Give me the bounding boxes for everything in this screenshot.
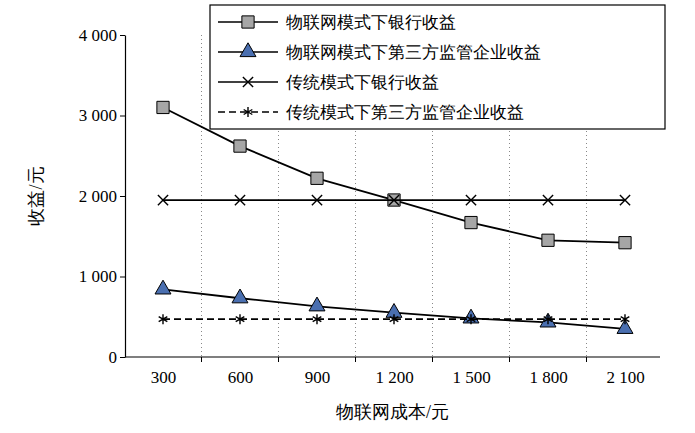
y-tick-label: 2 000 (79, 187, 117, 206)
y-tick-label: 4 000 (79, 26, 117, 45)
chart: 0 1 000 2 000 3 000 4 000 300 600 900 1 200 1 500… (0, 0, 695, 433)
y-tick-label: 1 000 (79, 267, 117, 286)
x-tick: 600 (228, 357, 254, 387)
series-marker (155, 280, 171, 294)
x-axis-line (125, 356, 660, 357)
x-tick: 900 (305, 357, 331, 387)
series-marker (621, 314, 630, 324)
series-marker (465, 216, 477, 228)
series-marker (620, 195, 630, 205)
series-marker (309, 297, 325, 311)
x-tick-label: 300 (151, 368, 177, 387)
legend-label: 物联网模式下银行收益 (286, 13, 456, 32)
x-boundary-tick (201, 357, 202, 362)
y-tick: 2 000 (79, 187, 125, 206)
legend-marker (244, 107, 253, 117)
series-marker (390, 314, 399, 324)
legend-marker (242, 16, 254, 28)
y-tick-mark (120, 357, 125, 358)
y-tick: 3 000 (79, 106, 125, 125)
legend-marker (243, 77, 253, 87)
series-marker (540, 313, 556, 327)
legend-label: 传统模式下第三方监管企业收益 (286, 103, 524, 122)
y-tick-mark (120, 277, 125, 278)
y-tick: 0 (109, 348, 126, 367)
series-marker (313, 314, 322, 324)
series-marker (311, 172, 323, 184)
legend-box (210, 5, 665, 129)
y-axis-line (125, 36, 126, 358)
plot-area (155, 101, 633, 333)
x-axis: 300 600 900 1 200 1 500 1 800 2 100 (125, 357, 660, 387)
y-tick: 1 000 (79, 267, 125, 286)
x-tick-label: 1 200 (375, 368, 413, 387)
series-marker (159, 314, 168, 324)
legend: 物联网模式下银行收益物联网模式下第三方监管企业收益传统模式下银行收益传统模式下第… (210, 5, 665, 129)
x-boundary-tick (432, 357, 433, 362)
x-tick-label: 600 (228, 368, 254, 387)
series-marker (312, 195, 322, 205)
series-line (163, 289, 625, 328)
series-marker (542, 234, 554, 246)
series-marker (543, 195, 553, 205)
series-marker (544, 314, 553, 324)
x-tick: 1 500 (452, 357, 490, 387)
x-boundary-tick (355, 357, 356, 362)
series-marker (466, 195, 476, 205)
y-tick-mark (120, 196, 125, 197)
y-tick-label: 3 000 (79, 106, 117, 125)
legend-label: 传统模式下银行收益 (286, 73, 439, 92)
grid-line (201, 35, 202, 357)
x-boundary-tick (278, 357, 279, 362)
series-marker (467, 314, 476, 324)
y-tick-mark (120, 35, 125, 36)
x-tick: 1 800 (529, 357, 567, 387)
x-tick-label: 1 800 (529, 368, 567, 387)
x-tick: 2 100 (606, 357, 644, 387)
series-marker (619, 237, 631, 249)
x-axis-title: 物联网成本/元 (336, 402, 449, 422)
series-marker (236, 314, 245, 324)
x-tick: 300 (151, 357, 177, 387)
x-boundary-tick (586, 357, 587, 362)
series-marker (234, 140, 246, 152)
y-tick-label: 0 (109, 348, 118, 367)
series-marker (389, 195, 399, 205)
y-axis: 0 1 000 2 000 3 000 4 000 (79, 26, 126, 367)
series-marker (158, 195, 168, 205)
series-marker (157, 101, 169, 113)
series-marker (235, 195, 245, 205)
series-marker (232, 289, 248, 303)
y-tick-mark (120, 116, 125, 117)
legend-label: 物联网模式下第三方监管企业收益 (286, 43, 541, 62)
x-tick-label: 1 500 (452, 368, 490, 387)
x-tick-label: 2 100 (606, 368, 644, 387)
y-tick: 4 000 (79, 26, 125, 45)
x-tick-label: 900 (305, 368, 331, 387)
y-axis-title: 收益/元 (26, 166, 46, 225)
x-boundary-tick (509, 357, 510, 362)
x-tick: 1 200 (375, 357, 413, 387)
legend-marker (240, 43, 256, 57)
